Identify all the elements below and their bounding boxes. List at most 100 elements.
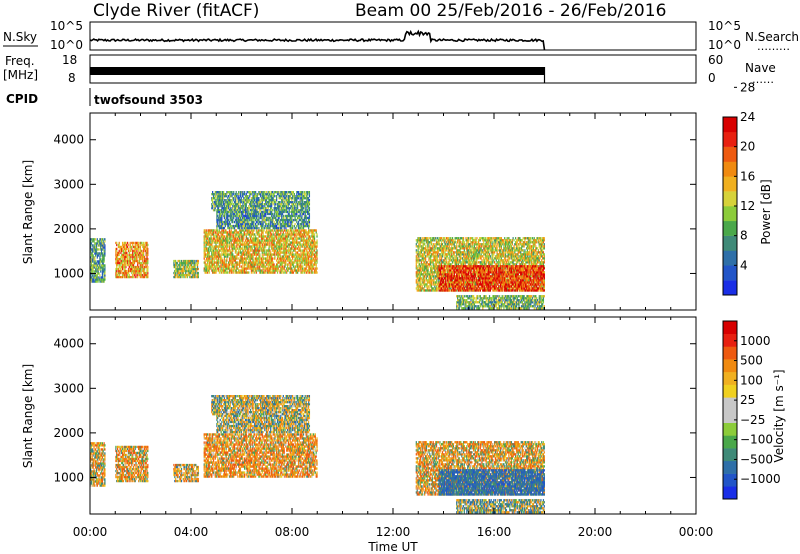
- heatmap-cell: [252, 241, 254, 244]
- heatmap-cell: [208, 255, 210, 258]
- heatmap-cell: [425, 271, 427, 274]
- heatmap-cell: [215, 245, 217, 248]
- heatmap-cell: [242, 271, 244, 274]
- heatmap-cell: [290, 249, 292, 252]
- heatmap-cell: [103, 254, 105, 257]
- heatmap-cell: [223, 205, 226, 208]
- heatmap-cell: [233, 245, 236, 248]
- heatmap-cell: [95, 252, 97, 255]
- heatmap-cell: [239, 233, 242, 236]
- heatmap-cell: [244, 269, 246, 272]
- heatmap-cell: [101, 276, 104, 279]
- heatmap-cell: [265, 229, 268, 232]
- heatmap-cell: [313, 235, 316, 238]
- heatmap-cell: [244, 233, 246, 236]
- heatmap-cell: [204, 271, 206, 274]
- heatmap-cell: [215, 197, 217, 200]
- heatmap-cell: [231, 243, 233, 246]
- heatmap-cell: [228, 195, 230, 198]
- heatmap-cell: [223, 269, 225, 272]
- heatmap-cell: [277, 226, 279, 230]
- heatmap-cell: [246, 233, 248, 236]
- heatmap-cell: [127, 261, 129, 265]
- heatmap-cell: [241, 253, 243, 256]
- heatmap-cell: [143, 267, 146, 271]
- heatmap-cell: [214, 269, 216, 272]
- heatmap-cell: [142, 265, 144, 269]
- heatmap-cell: [426, 255, 428, 258]
- heatmap-cell: [90, 260, 93, 263]
- heatmap-cell: [104, 266, 106, 269]
- heatmap-cell: [132, 265, 135, 269]
- heatmap-cell: [180, 273, 182, 277]
- heatmap-cell: [299, 214, 301, 218]
- heatmap-cell: [419, 269, 422, 272]
- heatmap-cell: [226, 245, 228, 248]
- heatmap-cell: [91, 254, 93, 257]
- heatmap-cell: [247, 231, 249, 234]
- heatmap-cell: [134, 249, 136, 253]
- heatmap-cell: [90, 262, 93, 265]
- heatmap-cell: [264, 271, 266, 274]
- heatmap-cell: [230, 226, 232, 230]
- heatmap-cell: [304, 212, 306, 216]
- heatmap-cell: [419, 279, 422, 282]
- heatmap-cell: [301, 214, 303, 218]
- heatmap-cell: [302, 235, 305, 238]
- heatmap-cell: [285, 231, 287, 234]
- heatmap-cell: [290, 224, 292, 228]
- heatmap-cell: [233, 231, 235, 234]
- heatmap-cell: [246, 263, 248, 266]
- heatmap-cell: [250, 267, 253, 270]
- heatmap-cell: [100, 238, 103, 241]
- heatmap-cell: [139, 241, 141, 245]
- heatmap-cell: [233, 235, 235, 238]
- heatmap-cell: [98, 244, 100, 247]
- heatmap-cell: [210, 261, 212, 264]
- heatmap-cell: [234, 201, 237, 204]
- heatmap-cell: [180, 261, 182, 265]
- heatmap-cell: [271, 257, 273, 260]
- heatmap-cell: [265, 235, 267, 238]
- heatmap-cell: [277, 231, 279, 234]
- heatmap-cell: [123, 253, 125, 257]
- heatmap-cell: [208, 233, 210, 236]
- heatmap-cell: [98, 280, 100, 283]
- heatmap-cell: [104, 254, 106, 257]
- heatmap-cell: [136, 253, 138, 257]
- heatmap-cell: [92, 280, 94, 283]
- heatmap-cell: [104, 270, 106, 273]
- heatmap-cell: [260, 229, 263, 232]
- heatmap-cell: [254, 243, 256, 246]
- heatmap-cell: [280, 205, 282, 208]
- heatmap-cell: [136, 251, 138, 255]
- heatmap-cell: [204, 263, 206, 266]
- heatmap-cell: [234, 233, 237, 236]
- heatmap-cell: [296, 193, 298, 196]
- heatmap-cell: [100, 248, 103, 251]
- heatmap-cell: [216, 255, 218, 258]
- heatmap-cell: [233, 269, 235, 272]
- heatmap-cell: [308, 218, 311, 222]
- heatmap-cell: [255, 222, 257, 226]
- heatmap-cell: [252, 193, 254, 196]
- heatmap-cell: [269, 197, 271, 200]
- heatmap-cell: [90, 260, 92, 263]
- heatmap-cell: [284, 233, 286, 236]
- heatmap-cell: [247, 257, 249, 260]
- heatmap-cell: [265, 224, 267, 228]
- heatmap-cell: [297, 205, 299, 208]
- heatmap-cell: [91, 250, 93, 253]
- heatmap-cell: [269, 257, 271, 260]
- heatmap-cell: [143, 271, 146, 275]
- heatmap-cell: [255, 243, 258, 246]
- heatmap-cell: [253, 222, 255, 226]
- heatmap-cell: [183, 259, 185, 263]
- heatmap-cell: [240, 237, 242, 240]
- heatmap-cell: [246, 241, 248, 244]
- heatmap-cell: [244, 263, 246, 266]
- heatmap-cell: [132, 263, 134, 267]
- heatmap-cell: [262, 237, 264, 240]
- heatmap-cell: [308, 216, 311, 220]
- heatmap-cell: [101, 280, 104, 283]
